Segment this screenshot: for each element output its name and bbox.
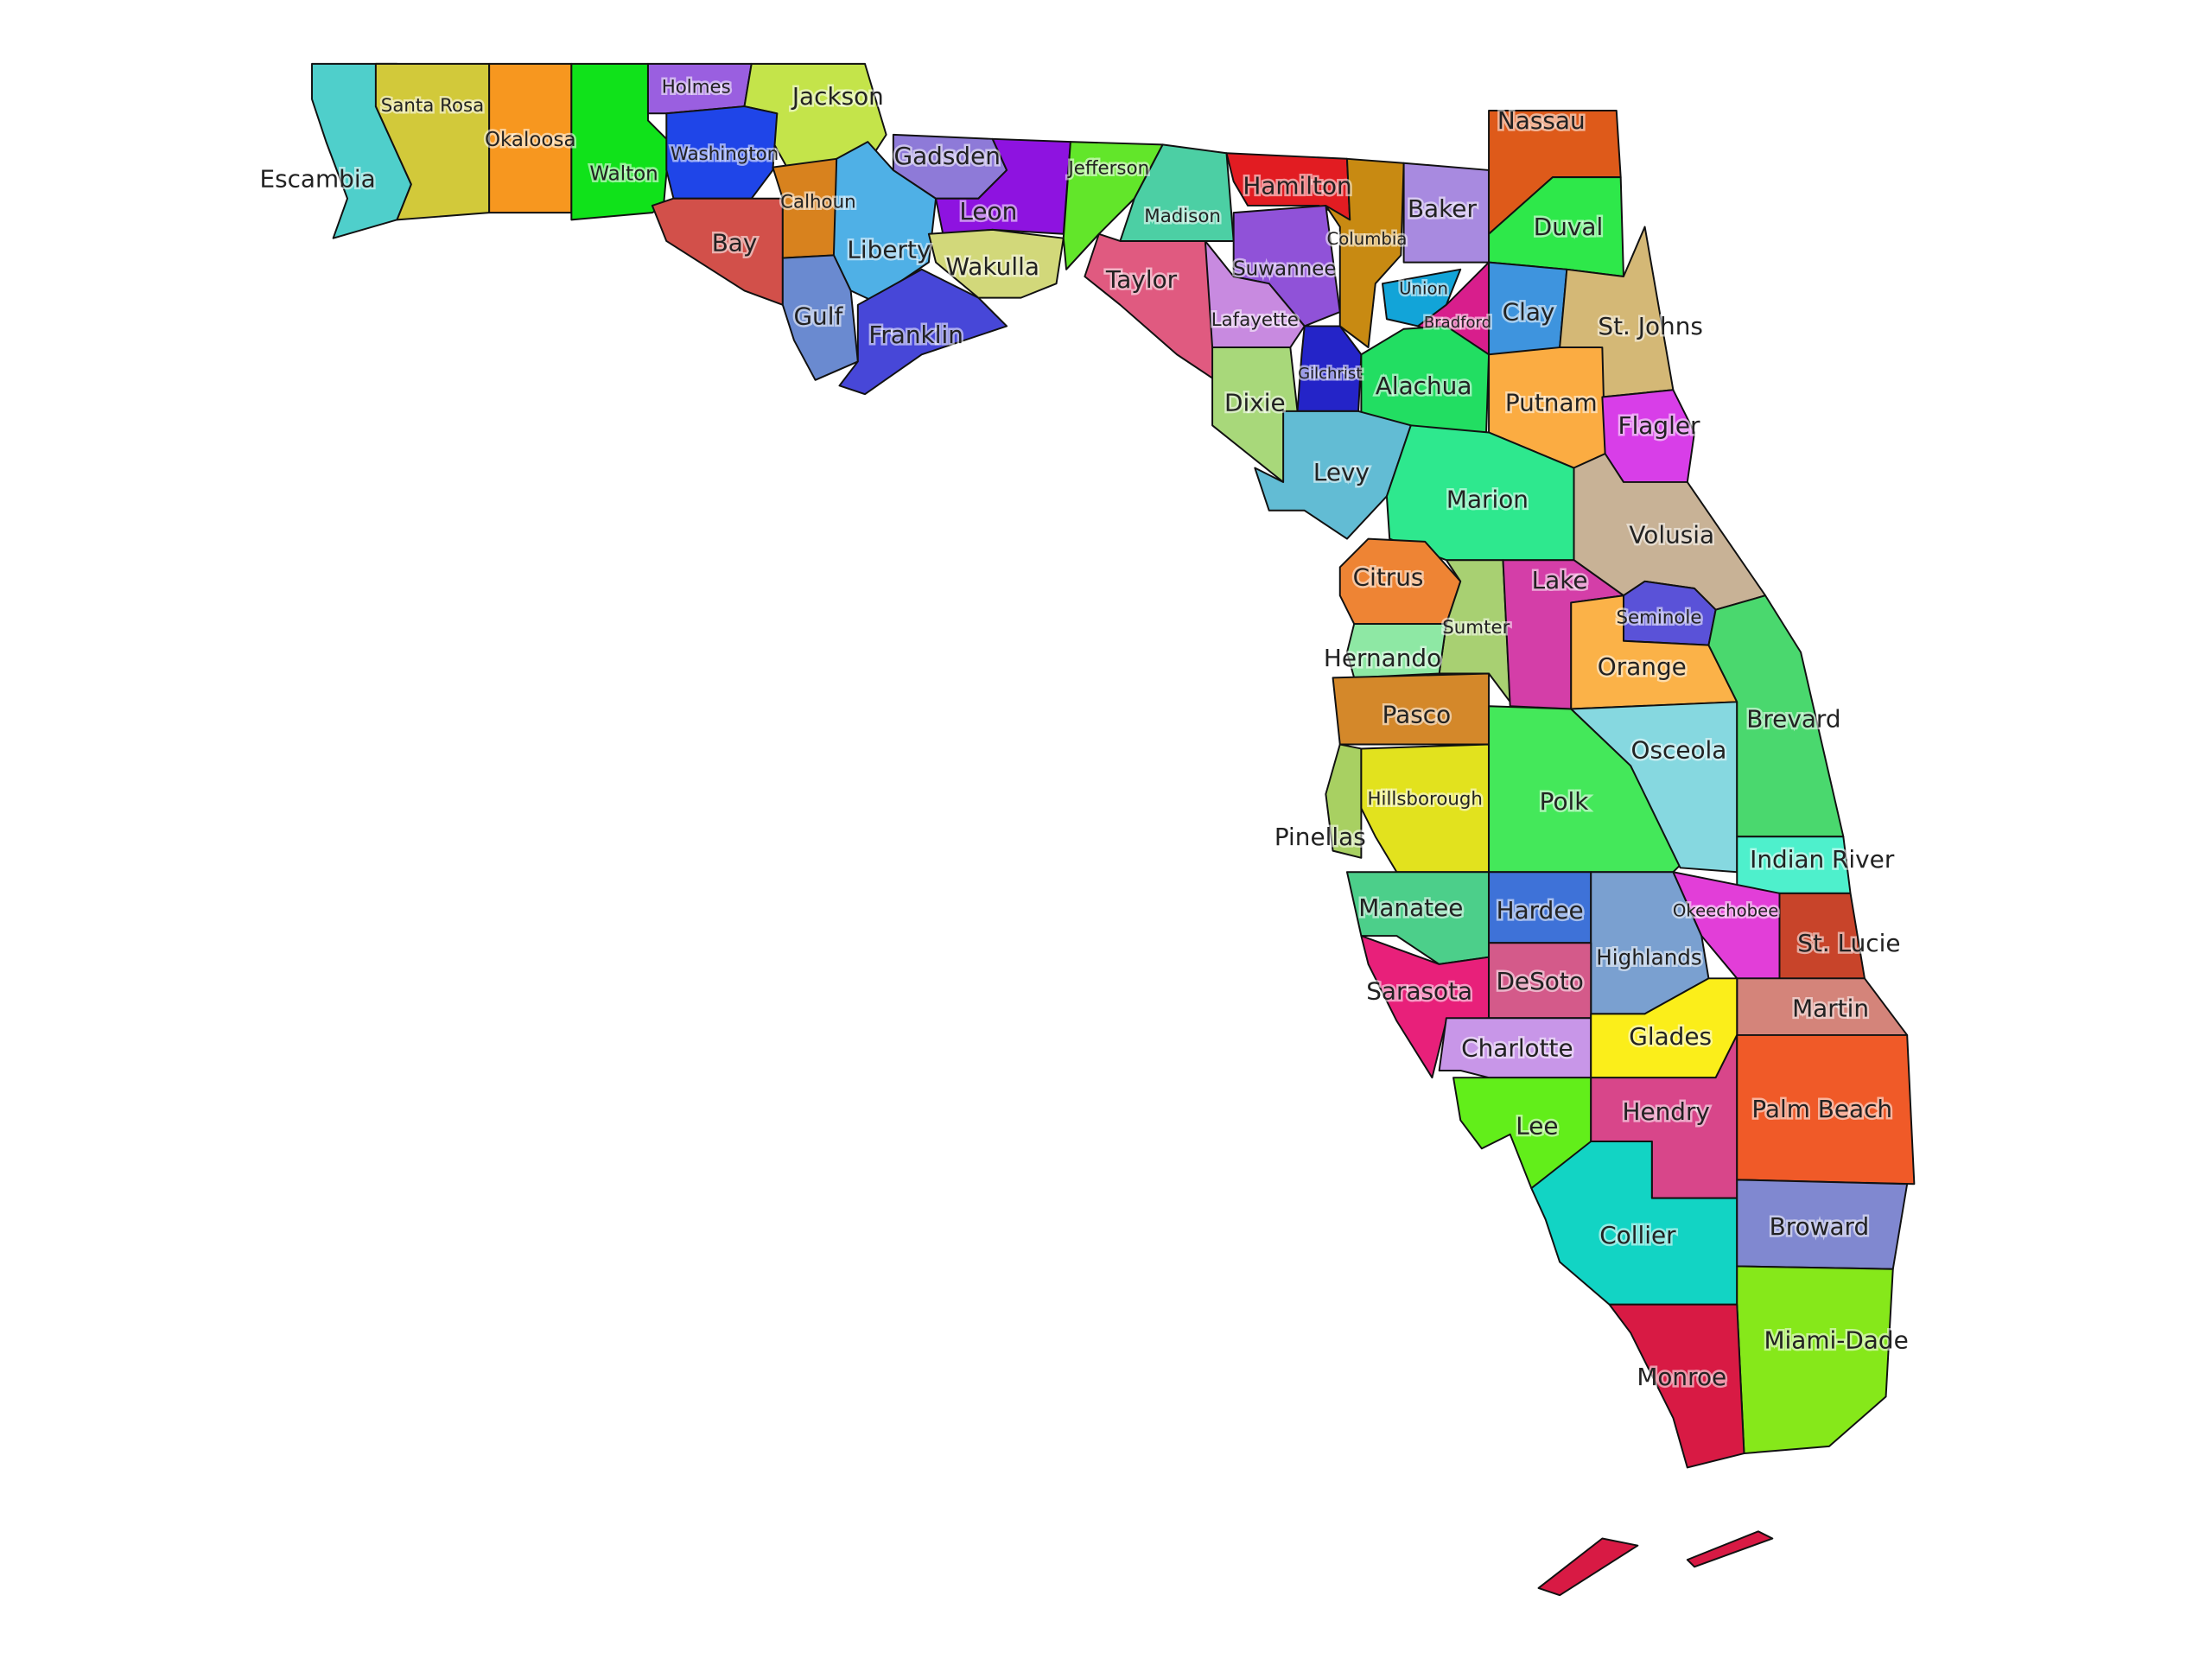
county-taylor	[1084, 232, 1221, 385]
county-label: Jackson	[791, 82, 884, 111]
county-label: St. Lucie	[1797, 929, 1900, 957]
county-label: Suwannee	[1233, 257, 1336, 280]
county-label: Putnam	[1505, 389, 1598, 417]
county-label: Santa Rosa	[381, 95, 484, 117]
county-label: Okeechobee	[1673, 901, 1779, 921]
county-label: Calhoun	[780, 192, 856, 213]
county-label: Charlotte	[1461, 1033, 1573, 1062]
county-label: Orange	[1598, 652, 1687, 681]
county-shape	[1325, 743, 1363, 859]
county-shape	[838, 268, 1008, 396]
county-label: Lee	[1516, 1112, 1558, 1141]
county-label: Glades	[1629, 1022, 1712, 1051]
county-label: Gadsden	[893, 142, 1000, 170]
counties-layer	[311, 62, 1916, 1597]
county-label: Flagler	[1618, 411, 1700, 440]
county-shape	[1736, 1265, 1894, 1455]
county-washington	[665, 105, 779, 200]
county-label: Escambia	[259, 164, 375, 193]
county-label: Baker	[1408, 194, 1478, 223]
county-label: Bay	[712, 228, 758, 257]
county-label: Columbia	[1326, 229, 1407, 249]
county-osceola	[1570, 701, 1738, 874]
county-shape	[665, 105, 779, 200]
county-gulf	[781, 254, 859, 381]
county-shape	[1084, 232, 1221, 385]
county-label: Clay	[1503, 298, 1555, 327]
county-label: Okaloosa	[485, 129, 576, 151]
county-label: Duval	[1534, 213, 1603, 241]
county-label: Hillsborough	[1368, 789, 1483, 810]
county-label: Collier	[1599, 1221, 1676, 1249]
county-label: Miami-Dade	[1764, 1325, 1909, 1354]
county-label: DeSoto	[1496, 967, 1583, 995]
county-label: Madison	[1144, 206, 1221, 227]
county-shape	[1570, 701, 1738, 874]
county-label: Seminole	[1617, 607, 1702, 628]
county-label: Gilchrist	[1298, 365, 1362, 383]
county-label: Marion	[1446, 485, 1529, 513]
county-label: Leon	[959, 197, 1017, 226]
county-label: Osceola	[1631, 736, 1727, 765]
county-label: Hendry	[1622, 1097, 1709, 1126]
county-shape	[781, 254, 859, 381]
county-pinellas	[1325, 743, 1363, 859]
county-shape	[1608, 1303, 1745, 1469]
county-label: Dixie	[1224, 389, 1286, 417]
county-label: Taylor	[1105, 265, 1178, 294]
county-label: Wakulla	[946, 252, 1039, 281]
county-shape	[1325, 157, 1405, 349]
county-label: Pinellas	[1274, 823, 1366, 851]
county-label: Walton	[589, 162, 658, 185]
county-franklin	[838, 268, 1008, 396]
county-label: Sumter	[1442, 617, 1510, 639]
county-label: Brevard	[1746, 705, 1840, 734]
county-label: Citrus	[1353, 563, 1424, 592]
county-label: Broward	[1770, 1212, 1870, 1241]
county-label: Hernando	[1324, 644, 1441, 672]
county-shape	[1254, 410, 1412, 540]
county-label: Martin	[1792, 994, 1869, 1022]
county-wakulla	[927, 228, 1065, 299]
county-label: Sarasota	[1366, 977, 1472, 1006]
county-label: Gulf	[793, 302, 843, 331]
county-label: Holmes	[662, 77, 731, 99]
county-label: Monroe	[1637, 1363, 1726, 1391]
county-label: Manatee	[1358, 893, 1463, 922]
county-label: Bradford	[1424, 314, 1491, 332]
county-label: Palm Beach	[1751, 1095, 1892, 1123]
county-label: Washington	[671, 143, 779, 165]
county-miami-dade	[1736, 1265, 1894, 1455]
county-palm-beach	[1736, 1033, 1916, 1185]
county-label: Volusia	[1629, 520, 1714, 549]
county-label: Union	[1399, 278, 1448, 298]
county-label: Franklin	[868, 321, 963, 349]
county-label: Alachua	[1376, 372, 1472, 400]
county-label: Lake	[1532, 566, 1588, 594]
county-label: Hardee	[1497, 896, 1584, 925]
county-label: Indian River	[1750, 845, 1895, 874]
county-label: Hamilton	[1243, 172, 1351, 200]
county-monroe	[1537, 1303, 1774, 1597]
county-label: Lafayette	[1211, 309, 1299, 331]
county-shape	[1537, 1537, 1639, 1597]
county-label: Nassau	[1497, 106, 1586, 135]
county-shape	[1736, 1033, 1916, 1185]
county-label: Liberty	[847, 235, 931, 264]
county-label: Jefferson	[1066, 157, 1149, 179]
county-label: Polk	[1540, 787, 1590, 816]
county-shape	[1686, 1530, 1774, 1568]
county-levy	[1254, 410, 1412, 540]
county-label: Highlands	[1596, 944, 1702, 969]
county-columbia	[1325, 157, 1405, 349]
county-label: St. Johns	[1598, 312, 1702, 340]
county-label: Pasco	[1382, 701, 1452, 729]
county-label: Levy	[1313, 458, 1370, 486]
county-shape	[927, 228, 1065, 299]
